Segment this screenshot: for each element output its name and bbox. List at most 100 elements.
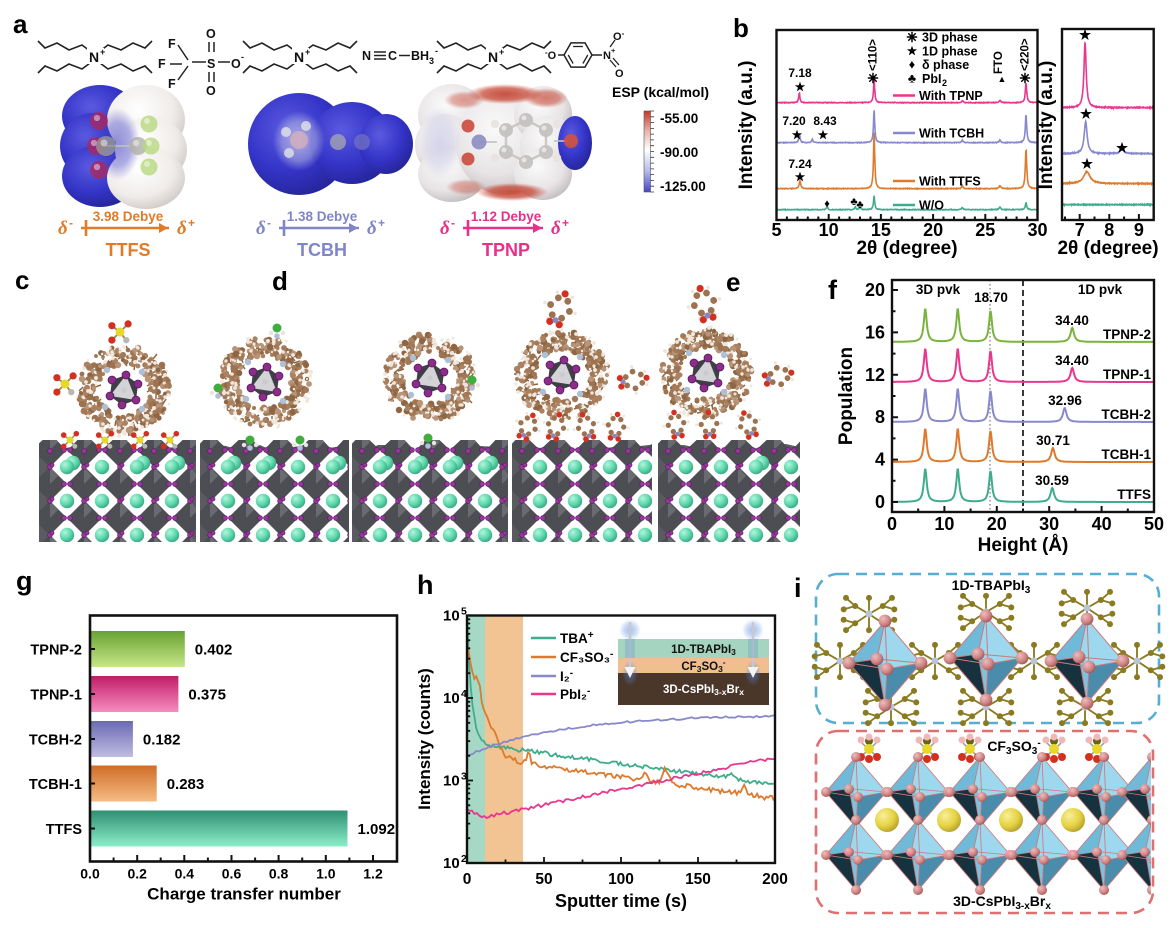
svg-text:With TTFS: With TTFS [919,175,981,189]
svg-text:3D pvk: 3D pvk [916,282,961,297]
svg-text:2: 2 [942,78,947,88]
svg-text:1.12 Debye: 1.12 Debye [471,209,542,224]
svg-text:30: 30 [1027,220,1047,240]
svg-text:10: 10 [443,773,460,790]
svg-text:3.98 Debye: 3.98 Debye [93,209,164,224]
svg-text:d: d [272,268,288,296]
svg-text:c: c [15,268,29,295]
svg-text:δ: δ [58,218,68,239]
svg-text:TPNP-1: TPNP-1 [1103,367,1152,382]
svg-text:0.0: 0.0 [80,866,100,882]
svg-text:W/O: W/O [919,199,944,213]
svg-text:♣: ♣ [856,199,863,211]
svg-text:150: 150 [685,871,711,888]
svg-text:2θ (degree): 2θ (degree) [856,238,957,259]
svg-text:S: S [207,57,215,71]
svg-text:δ: δ [256,218,266,239]
svg-text:TCBH-2: TCBH-2 [1102,407,1152,422]
svg-text:PbI: PbI [922,72,941,86]
svg-text:PbI₂-: PbI₂- [560,686,590,702]
svg-text:Height (Å): Height (Å) [978,535,1069,556]
svg-text:TCBH-2: TCBH-2 [29,733,82,749]
svg-text:TPNP-2: TPNP-2 [30,643,82,659]
svg-text:-125.00: -125.00 [660,179,706,194]
svg-text:O-: O- [613,29,625,43]
svg-text:1.0: 1.0 [316,866,336,882]
svg-text:CF3SO3-: CF3SO3- [987,738,1040,757]
svg-text:1.092: 1.092 [358,821,396,838]
svg-text:Intensity (counts): Intensity (counts) [415,668,434,810]
svg-text:34.40: 34.40 [1055,353,1089,368]
svg-text:200: 200 [762,871,788,888]
svg-text:Sputter time (s): Sputter time (s) [555,891,687,911]
svg-text:-: - [69,216,73,230]
svg-text:TTFS: TTFS [46,822,83,838]
svg-text:30: 30 [1039,514,1059,534]
svg-text:20: 20 [987,514,1007,534]
svg-text:9: 9 [1134,220,1144,240]
svg-text:0.4: 0.4 [175,866,195,882]
svg-text:1.2: 1.2 [363,866,383,882]
svg-text:18.70: 18.70 [974,290,1008,305]
svg-text:-: - [241,52,244,62]
svg-text:ESP (kcal/mol): ESP (kcal/mol) [612,84,709,100]
svg-text:30.59: 30.59 [1035,473,1069,488]
svg-text:With TPNP: With TPNP [919,89,983,103]
svg-text:0.2: 0.2 [127,866,147,882]
svg-text:O: O [615,68,624,80]
svg-text:♣: ♣ [908,72,916,86]
svg-text:δ phase: δ phase [922,58,969,72]
svg-text:+: + [611,46,616,55]
svg-text:O: O [231,57,241,71]
svg-text:2θ (degree): 2θ (degree) [1057,238,1158,259]
svg-text:1D pvk: 1D pvk [1078,282,1123,297]
svg-text:<110>: <110> [868,39,880,71]
svg-text:O: O [206,27,216,41]
svg-text:F: F [168,37,176,51]
svg-text:N: N [89,49,99,65]
svg-text:I₂-: I₂- [560,668,573,684]
svg-text:2: 2 [461,853,467,865]
svg-text:8: 8 [1104,220,1114,240]
svg-text:BH: BH [411,49,429,63]
svg-text:δ: δ [440,218,450,239]
svg-text:100: 100 [608,871,634,888]
svg-text:TCBH-1: TCBH-1 [1102,447,1152,462]
svg-text:δ: δ [177,218,187,239]
svg-text:N: N [603,50,611,62]
svg-text:-: - [451,216,455,230]
svg-text:N: N [294,49,304,65]
svg-text:0: 0 [463,871,472,888]
svg-text:1D phase: 1D phase [922,45,978,59]
svg-text:3D-CsPbI3-xBrx: 3D-CsPbI3-xBrx [663,684,744,697]
svg-text:F: F [158,57,166,71]
svg-text:-: - [435,46,438,56]
svg-text:-55.00: -55.00 [660,111,698,126]
svg-text:10: 10 [443,690,460,707]
svg-text:TCBH-1: TCBH-1 [29,777,82,793]
svg-text:+: + [562,216,569,230]
svg-text:5: 5 [461,606,467,618]
svg-text:34.40: 34.40 [1055,313,1089,328]
svg-text:20: 20 [865,280,885,300]
svg-text:4: 4 [461,688,467,700]
svg-text:TCBH: TCBH [297,240,347,260]
svg-text:8.43: 8.43 [813,114,837,128]
svg-text:Population: Population [836,347,857,445]
svg-text:40: 40 [1092,514,1112,534]
svg-text:a: a [13,9,28,39]
svg-text:With TCBH: With TCBH [919,127,984,141]
svg-text:+: + [378,216,385,230]
svg-text:♦: ♦ [909,58,915,72]
svg-text:Intensity (a.u.): Intensity (a.u.) [736,61,757,190]
svg-text:+: + [305,47,310,57]
svg-text:50: 50 [1144,514,1164,534]
svg-text:b: b [733,13,749,43]
svg-text:O: O [206,84,216,98]
svg-text:-90.00: -90.00 [660,145,698,160]
svg-text:7.20: 7.20 [782,114,806,128]
svg-text:1.38 Debye: 1.38 Debye [287,209,358,224]
svg-text:50: 50 [535,871,552,888]
svg-text:5: 5 [771,220,781,240]
svg-text:-: - [267,216,271,230]
